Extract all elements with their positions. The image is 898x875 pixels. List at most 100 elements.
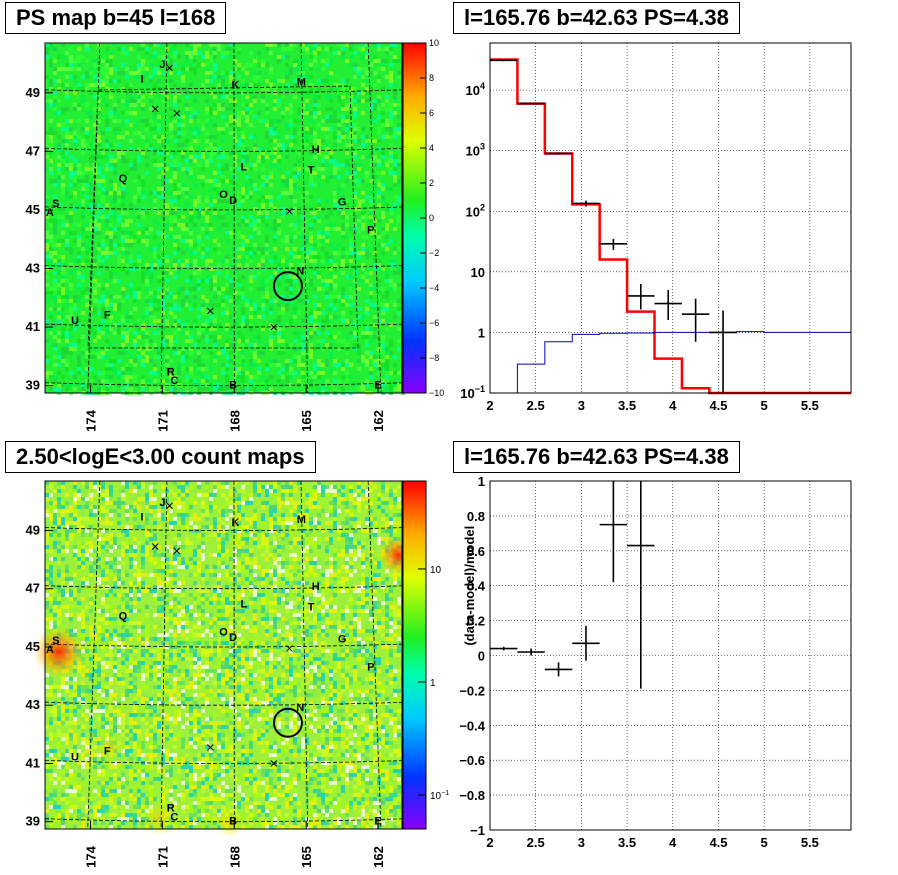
map-pixel [365,565,369,569]
map-pixel [209,107,213,111]
map-pixel [285,83,289,87]
map-pixel [201,123,205,127]
map-pixel [261,63,265,67]
map-pixel [193,303,197,307]
map-pixel [377,509,381,513]
map-pixel [109,71,113,75]
map-pixel [141,497,145,501]
map-pixel [337,139,341,143]
map-pixel [185,379,189,383]
map-pixel [177,513,181,517]
map-pixel [377,561,381,565]
map-pixel [197,371,201,375]
map-pixel [97,171,101,175]
map-pixel [373,187,377,191]
map-pixel [105,123,109,127]
map-pixel [193,561,197,565]
map-pixel [53,319,57,323]
map-pixel [141,211,145,215]
map-pixel [117,259,121,263]
map-pixel [389,521,393,525]
map-pixel [229,115,233,119]
map-pixel [301,541,305,545]
map-pixel [245,319,249,323]
map-pixel [113,143,117,147]
map-pixel [189,573,193,577]
map-pixel [165,187,169,191]
map-pixel [145,239,149,243]
map-pixel [245,549,249,553]
map-pixel [241,259,245,263]
map-pixel [185,545,189,549]
map-pixel [273,327,277,331]
map-pixel [313,271,317,275]
map-pixel [373,251,377,255]
map-pixel [241,67,245,71]
map-pixel [53,509,57,513]
map-pixel [325,175,329,179]
map-pixel [397,505,401,509]
map-pixel [185,537,189,541]
map-pixel [333,51,337,55]
map-pixel [73,529,77,533]
map-pixel [105,267,109,271]
map-pixel [249,83,253,87]
map-pixel [77,171,81,175]
map-pixel [105,279,109,283]
map-pixel [277,263,281,267]
map-pixel [97,227,101,231]
map-pixel [265,131,269,135]
map-pixel [333,111,337,115]
map-pixel [105,163,109,167]
map-pixel [265,63,269,67]
map-pixel [369,231,373,235]
map-pixel [357,481,361,485]
map-pixel [241,351,245,355]
map-pixel [173,95,177,99]
map-pixel [109,553,113,557]
map-pixel [345,151,349,155]
map-pixel [293,505,297,509]
map-pixel [285,521,289,525]
map-pixel [285,155,289,159]
map-pixel [317,525,321,529]
map-pixel [297,235,301,239]
map-pixel [53,485,57,489]
map-pixel [301,493,305,497]
map-pixel [121,557,125,561]
map-pixel [261,545,265,549]
map-pixel [233,569,237,573]
map-pixel [89,203,93,207]
map-pixel [101,485,105,489]
map-pixel [105,91,109,95]
map-pixel [173,171,177,175]
map-pixel [77,545,81,549]
map-pixel [117,517,121,521]
map-pixel [149,537,153,541]
map-pixel [65,347,69,351]
map-pixel [213,51,217,55]
map-pixel [309,127,313,131]
map-pixel [173,521,177,525]
map-pixel [69,203,73,207]
map-pixel [353,525,357,529]
map-pixel [321,561,325,565]
map-pixel [237,493,241,497]
map-pixel [385,363,389,367]
map-pixel [293,211,297,215]
map-pixel [233,549,237,553]
map-pixel [201,553,205,557]
map-pixel [333,115,337,119]
map-pixel [81,513,85,517]
map-pixel [145,537,149,541]
map-pixel [281,339,285,343]
map-pixel [125,87,129,91]
map-pixel [141,359,145,363]
map-pixel [229,75,233,79]
map-pixel [377,481,381,485]
map-pixel [105,299,109,303]
map-pixel [353,95,357,99]
map-pixel [221,525,225,529]
map-pixel [145,71,149,75]
map-pixel [337,493,341,497]
